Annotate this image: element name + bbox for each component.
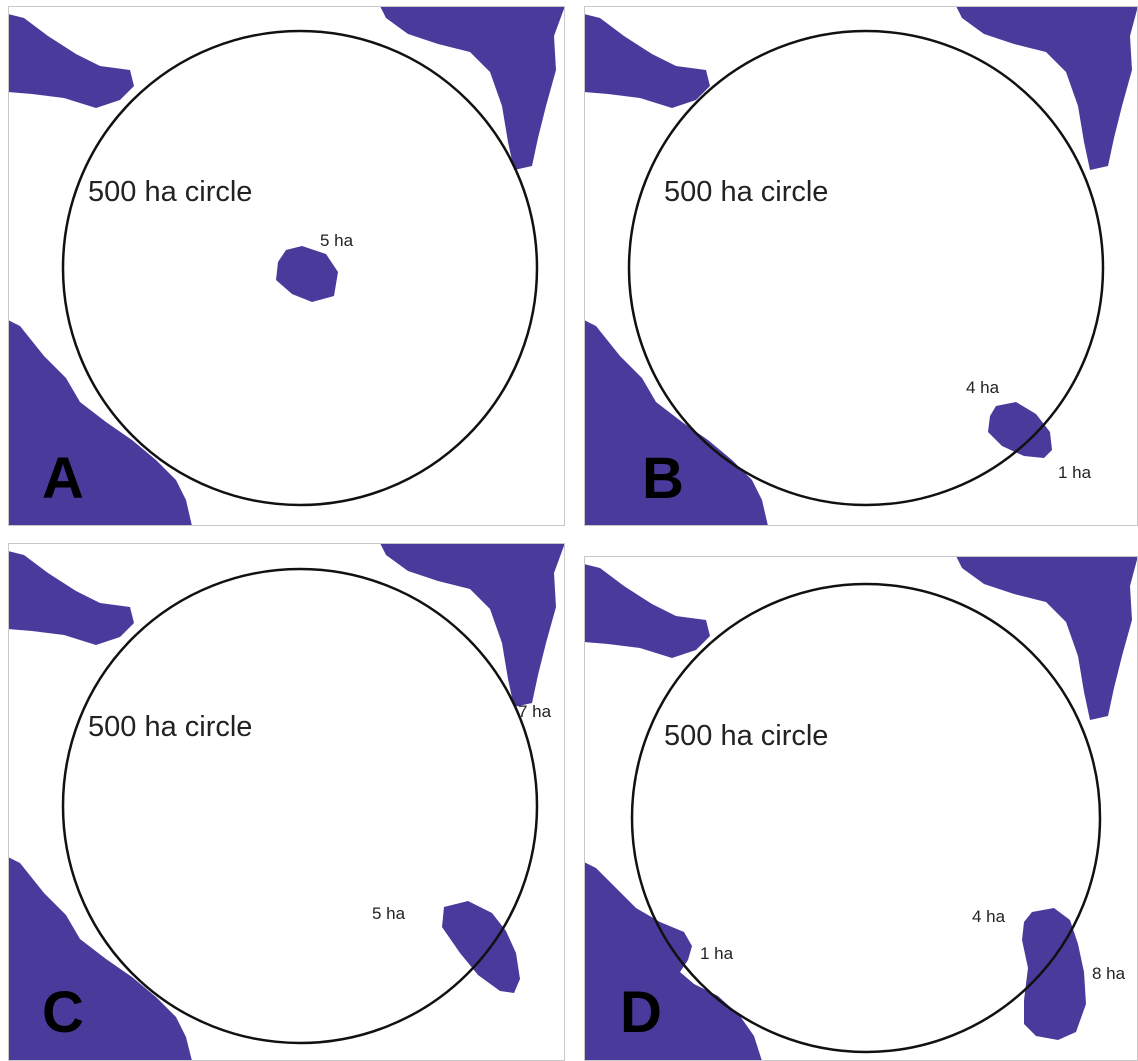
- panel-d-map: [584, 556, 1138, 1061]
- circle-label: 500 ha circle: [88, 711, 253, 743]
- patch-inside-area-label: 5 ha: [372, 904, 406, 923]
- habitat-patch-top-right: [956, 556, 1138, 720]
- patch-outside-area-label: 1 ha: [1058, 463, 1092, 482]
- habitat-patch-edge: [1022, 908, 1086, 1040]
- habitat-patch-top-right: [380, 543, 565, 707]
- panel-c: 500 ha circle 5 ha 7 ha C: [8, 543, 565, 1061]
- panel-letter: A: [42, 446, 84, 511]
- habitat-patch-bottom-left: [8, 320, 192, 526]
- patch-outside-area-label: 7 ha: [518, 702, 552, 721]
- circle-label: 500 ha circle: [664, 176, 829, 208]
- landscape-circle: [61, 29, 539, 507]
- landscape-circle: [630, 582, 1102, 1054]
- habitat-patch-top-left: [584, 564, 710, 658]
- panel-b: 500 ha circle 4 ha 1 ha B: [584, 6, 1138, 526]
- panel-a-map: [8, 6, 565, 526]
- panel-b-map: [584, 6, 1138, 526]
- panel-letter: C: [42, 980, 84, 1045]
- circle-label: 500 ha circle: [664, 720, 829, 752]
- habitat-patch-edge: [442, 901, 520, 993]
- panel-d: 500 ha circle 4 ha 8 ha 1 ha D: [584, 556, 1138, 1061]
- habitat-patch-top-left: [584, 14, 710, 108]
- habitat-patch-bottom-left: [584, 862, 762, 1061]
- patch-inside-area-label: 4 ha: [972, 907, 1006, 926]
- panel-letter: B: [642, 446, 684, 511]
- circle-label: 500 ha circle: [88, 176, 253, 208]
- panel-c-map: [8, 543, 565, 1061]
- habitat-patch-bottom-left: [584, 320, 768, 526]
- habitat-patch-top-right: [380, 6, 565, 170]
- habitat-patch-bottom-left: [8, 857, 192, 1061]
- patch-inside-area-label: 4 ha: [966, 378, 1000, 397]
- patch-area-label: 5 ha: [320, 231, 354, 250]
- habitat-patch-center: [276, 246, 338, 302]
- landscape-circle: [61, 567, 539, 1045]
- habitat-patch-top-left: [8, 14, 134, 108]
- landscape-circle: [627, 29, 1105, 507]
- habitat-patch-top-left: [8, 551, 134, 645]
- habitat-patch-top-right: [956, 6, 1138, 170]
- patch-outside-area-label: 8 ha: [1092, 964, 1126, 983]
- panel-letter: D: [620, 980, 662, 1045]
- habitat-patch-edge: [988, 402, 1052, 458]
- edge-patch-area-label: 1 ha: [700, 944, 734, 963]
- panel-a: 500 ha circle 5 ha A: [8, 6, 565, 526]
